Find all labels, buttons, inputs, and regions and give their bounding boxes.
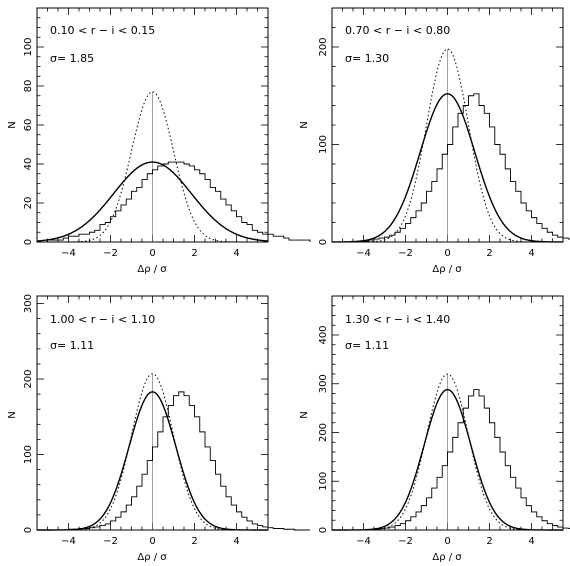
- axis-ticks: −4 −2 0 2 4 0 100 200 300: [23, 294, 269, 547]
- histogram: [342, 389, 570, 531]
- y-axis-label: N: [299, 411, 310, 418]
- x-tick-label: −2: [103, 248, 118, 259]
- reference-gaussian-dotted: [332, 48, 563, 243]
- panel-2: −4 −2 0 2 4 0 100 200 300 1.00 < r − i < 1.10 σ=…: [7, 294, 310, 563]
- x-tick-label: 2: [191, 536, 197, 547]
- gaussian-fit-curve: [36, 161, 269, 242]
- x-axis-label: Δρ / σ: [432, 264, 462, 275]
- y-tick-label: 0: [23, 527, 34, 533]
- x-tick-label: −2: [398, 536, 413, 547]
- x-axis-label: Δρ / σ: [432, 552, 462, 563]
- x-tick-label: −2: [398, 248, 413, 259]
- gaussian-fit-curve: [332, 93, 563, 243]
- x-tick-label: 4: [233, 536, 239, 547]
- y-tick-label: 20: [23, 197, 34, 210]
- sigma-label: σ= 1.30: [345, 52, 389, 65]
- sigma-label: σ= 1.11: [345, 339, 389, 352]
- y-tick-label: 40: [23, 158, 34, 171]
- x-tick-label: −4: [61, 536, 76, 547]
- x-tick-label: 0: [444, 536, 450, 547]
- x-tick-label: 4: [233, 248, 239, 259]
- x-tick-label: 0: [149, 536, 155, 547]
- y-tick-label: 0: [23, 239, 34, 245]
- y-tick-label: 100: [318, 472, 329, 491]
- y-tick-label: 300: [318, 374, 329, 393]
- x-tick-label: −4: [61, 248, 76, 259]
- y-tick-label: 100: [23, 445, 34, 464]
- x-axis-label: Δρ / σ: [137, 552, 167, 563]
- axis-ticks: −4 −2 0 2 4 0 100 200 300 400: [318, 295, 564, 547]
- axis-ticks: −4 −2 0 2 4 0 100 200: [318, 7, 564, 259]
- histogram: [342, 93, 570, 243]
- x-tick-label: 0: [149, 248, 155, 259]
- color-range-label: 1.30 < r − i < 1.40: [345, 313, 450, 326]
- y-axis-label: N: [7, 411, 18, 418]
- y-tick-label: 300: [23, 294, 34, 313]
- y-tick-label: 100: [318, 135, 329, 154]
- y-tick-label: 60: [23, 119, 34, 132]
- y-tick-label: 0: [318, 527, 329, 533]
- y-tick-label: 100: [23, 37, 34, 56]
- x-tick-label: −4: [356, 248, 371, 259]
- histogram: [47, 391, 310, 531]
- x-tick-label: 4: [528, 248, 534, 259]
- sigma-label: σ= 1.85: [50, 52, 94, 65]
- y-axis-label: N: [299, 121, 310, 128]
- color-range-label: 1.00 < r − i < 1.10: [50, 313, 155, 326]
- y-tick-label: 200: [23, 369, 34, 388]
- x-tick-label: −2: [103, 536, 118, 547]
- y-tick-label: 400: [318, 325, 329, 344]
- y-tick-label: 200: [318, 423, 329, 442]
- x-tick-label: 2: [486, 248, 492, 259]
- x-tick-label: 0: [444, 248, 450, 259]
- panel-3: −4 −2 0 2 4 0 100 200 300 400 1.30 < r − i < 1.40…: [299, 295, 570, 563]
- y-tick-label: 200: [318, 37, 329, 56]
- reference-gaussian-dotted: [37, 91, 268, 243]
- color-range-label: 0.10 < r − i < 0.15: [50, 24, 155, 37]
- y-tick-label: 0: [318, 239, 329, 245]
- sigma-label: σ= 1.11: [50, 339, 94, 352]
- histogram: [47, 161, 311, 242]
- x-tick-label: 2: [486, 536, 492, 547]
- x-axis-label: Δρ / σ: [137, 264, 167, 275]
- x-tick-label: 4: [528, 536, 534, 547]
- gaussian-fit-curve: [37, 391, 268, 531]
- gaussian-fit-curve: [332, 388, 563, 531]
- reference-gaussian-dotted: [332, 373, 563, 531]
- x-tick-label: −4: [356, 536, 371, 547]
- y-axis-label: N: [7, 121, 18, 128]
- x-tick-label: 2: [191, 248, 197, 259]
- color-range-label: 0.70 < r − i < 0.80: [345, 24, 450, 37]
- y-tick-label: 80: [23, 80, 34, 93]
- panel-1: −4 −2 0 2 4 0 100 200 0.70 < r − i < 0.80 σ= 1.…: [299, 7, 570, 275]
